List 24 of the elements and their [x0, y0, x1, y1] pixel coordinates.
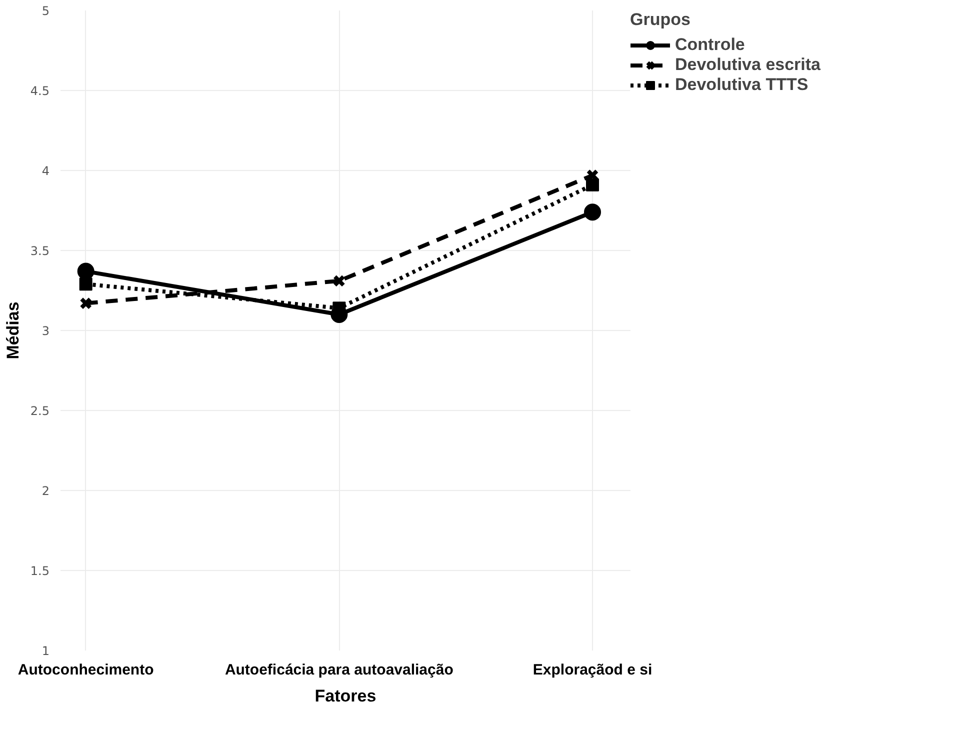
y-tick-label: 2.5 — [30, 404, 50, 418]
y-tick-label: 3 — [42, 324, 50, 338]
legend-label: Controle — [675, 35, 745, 55]
point — [586, 178, 599, 192]
x-tick-label: Autoeficácia para autoavaliação — [224, 662, 454, 678]
point — [77, 262, 94, 280]
y-tick-label: 1 — [42, 644, 50, 658]
y-tick-label: 4.5 — [30, 84, 50, 98]
x-tick-label: Exploraçãod e si — [532, 662, 652, 678]
y-tick-label: 3.5 — [30, 244, 50, 258]
y-tick-label: 4 — [42, 164, 50, 178]
legend-label: Devolutiva TTTS — [675, 75, 808, 95]
legend-title: Grupos — [630, 10, 692, 30]
legend-label: Devolutiva escrita — [675, 55, 821, 75]
x-axis-title: Fatores — [314, 686, 376, 706]
point — [332, 274, 346, 288]
point — [80, 297, 92, 310]
point — [79, 278, 92, 291]
y-tick-label: 2 — [42, 484, 50, 498]
point — [584, 204, 601, 221]
x-tick-label: Autoconhecimento — [18, 662, 154, 678]
y-tick-label: 1.5 — [30, 564, 50, 578]
y-axis-title: Médias — [3, 302, 22, 360]
y-tick-label: 5 — [42, 4, 50, 18]
